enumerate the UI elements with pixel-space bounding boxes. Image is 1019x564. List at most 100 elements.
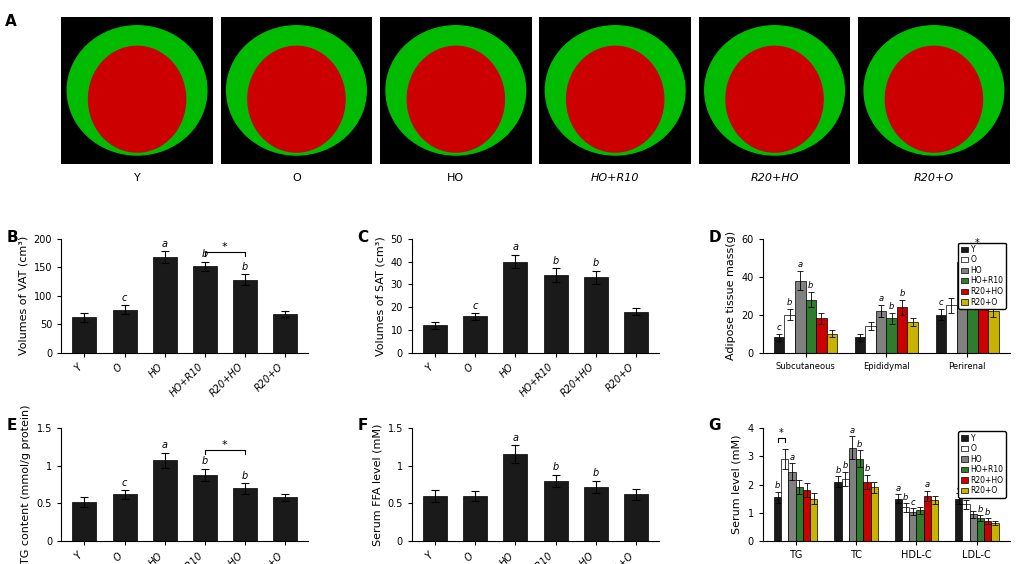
Legend: Y, O, HO, HO+R10, R20+HO, R20+O: Y, O, HO, HO+R10, R20+HO, R20+O (958, 431, 1005, 497)
Text: b: b (984, 508, 989, 517)
Bar (825, 334, 837, 352)
Text: HO+R10: HO+R10 (590, 173, 639, 183)
Bar (901, 507, 908, 541)
Bar (834, 482, 841, 541)
Ellipse shape (89, 46, 185, 152)
Text: O: O (291, 173, 301, 183)
Text: c: c (937, 298, 943, 307)
Y-axis label: Volumes of SAT (cm³): Volumes of SAT (cm³) (375, 236, 384, 355)
Bar (908, 512, 915, 541)
Text: c: c (121, 478, 127, 487)
Text: E: E (7, 418, 17, 434)
Text: a: a (789, 453, 794, 462)
Bar (232, 488, 257, 541)
Text: c: c (776, 323, 781, 332)
Text: b: b (774, 481, 780, 490)
Bar (976, 290, 987, 352)
Ellipse shape (704, 26, 844, 155)
Text: *: * (222, 440, 227, 450)
Text: a: a (895, 484, 900, 493)
Text: b: b (969, 266, 974, 275)
Text: b: b (242, 471, 248, 481)
Bar (802, 490, 809, 541)
Text: a: a (877, 294, 882, 303)
Bar (930, 500, 937, 541)
Bar (875, 311, 886, 352)
Bar (273, 497, 297, 541)
Text: b: b (979, 270, 984, 279)
Bar (193, 475, 217, 541)
Y-axis label: Serum FFA level (mM): Serum FFA level (mM) (372, 424, 382, 546)
Text: R20+HO: R20+HO (750, 173, 798, 183)
Ellipse shape (726, 46, 822, 152)
Bar (864, 326, 875, 352)
Bar (795, 487, 802, 541)
Text: b: b (863, 464, 869, 473)
Ellipse shape (567, 46, 663, 152)
Text: A: A (5, 14, 17, 29)
Bar (153, 257, 176, 352)
Bar (543, 275, 567, 352)
Text: D: D (708, 230, 720, 245)
Text: *: * (779, 428, 783, 438)
Bar (788, 472, 795, 541)
Bar (423, 325, 447, 352)
Bar (193, 266, 217, 352)
Bar (954, 499, 961, 541)
Bar (773, 497, 781, 541)
Text: b: b (807, 281, 812, 290)
Bar (784, 315, 794, 352)
Bar (503, 262, 527, 352)
Bar (623, 312, 647, 352)
Text: b: b (552, 256, 558, 266)
Bar (987, 311, 998, 352)
Y-axis label: TG content (mmol/g protein): TG content (mmol/g protein) (21, 405, 32, 564)
Text: B: B (7, 230, 18, 245)
Text: a: a (512, 243, 518, 253)
Bar (906, 322, 917, 352)
Text: c: c (121, 293, 127, 303)
Text: b: b (202, 456, 208, 466)
Bar (956, 262, 966, 352)
Bar (848, 447, 855, 541)
Bar (969, 514, 976, 541)
Bar (976, 518, 983, 541)
Bar (773, 337, 784, 352)
Text: b: b (592, 469, 598, 478)
Text: C: C (358, 230, 369, 245)
Bar (855, 459, 862, 541)
Bar (966, 286, 976, 352)
Text: R20+O: R20+O (913, 173, 953, 183)
Ellipse shape (385, 26, 525, 155)
Y-axis label: Serum level (mM): Serum level (mM) (732, 435, 741, 534)
Bar (915, 510, 923, 541)
Bar (153, 460, 176, 541)
Text: HO: HO (446, 173, 464, 183)
Text: a: a (512, 433, 518, 443)
Text: b: b (835, 465, 840, 474)
Text: a: a (849, 426, 854, 435)
Text: b: b (856, 440, 861, 449)
Text: b: b (202, 249, 208, 259)
Bar (273, 314, 297, 352)
Text: a: a (989, 294, 995, 303)
Text: b: b (899, 289, 904, 298)
Bar (794, 280, 805, 352)
Bar (990, 523, 998, 541)
Text: b: b (787, 298, 792, 307)
Text: b: b (242, 262, 248, 272)
Bar (854, 337, 864, 352)
Bar (112, 495, 137, 541)
Bar (543, 481, 567, 541)
Text: b: b (552, 462, 558, 473)
Bar (870, 487, 877, 541)
Bar (112, 310, 137, 352)
Bar (946, 305, 956, 352)
Text: Y: Y (133, 173, 141, 183)
Legend: Y, O, HO, HO+R10, R20+HO, R20+O: Y, O, HO, HO+R10, R20+HO, R20+O (958, 243, 1005, 309)
Bar (423, 496, 447, 541)
Bar (72, 318, 97, 352)
Ellipse shape (407, 46, 503, 152)
Text: a: a (958, 241, 963, 250)
Bar (503, 454, 527, 541)
